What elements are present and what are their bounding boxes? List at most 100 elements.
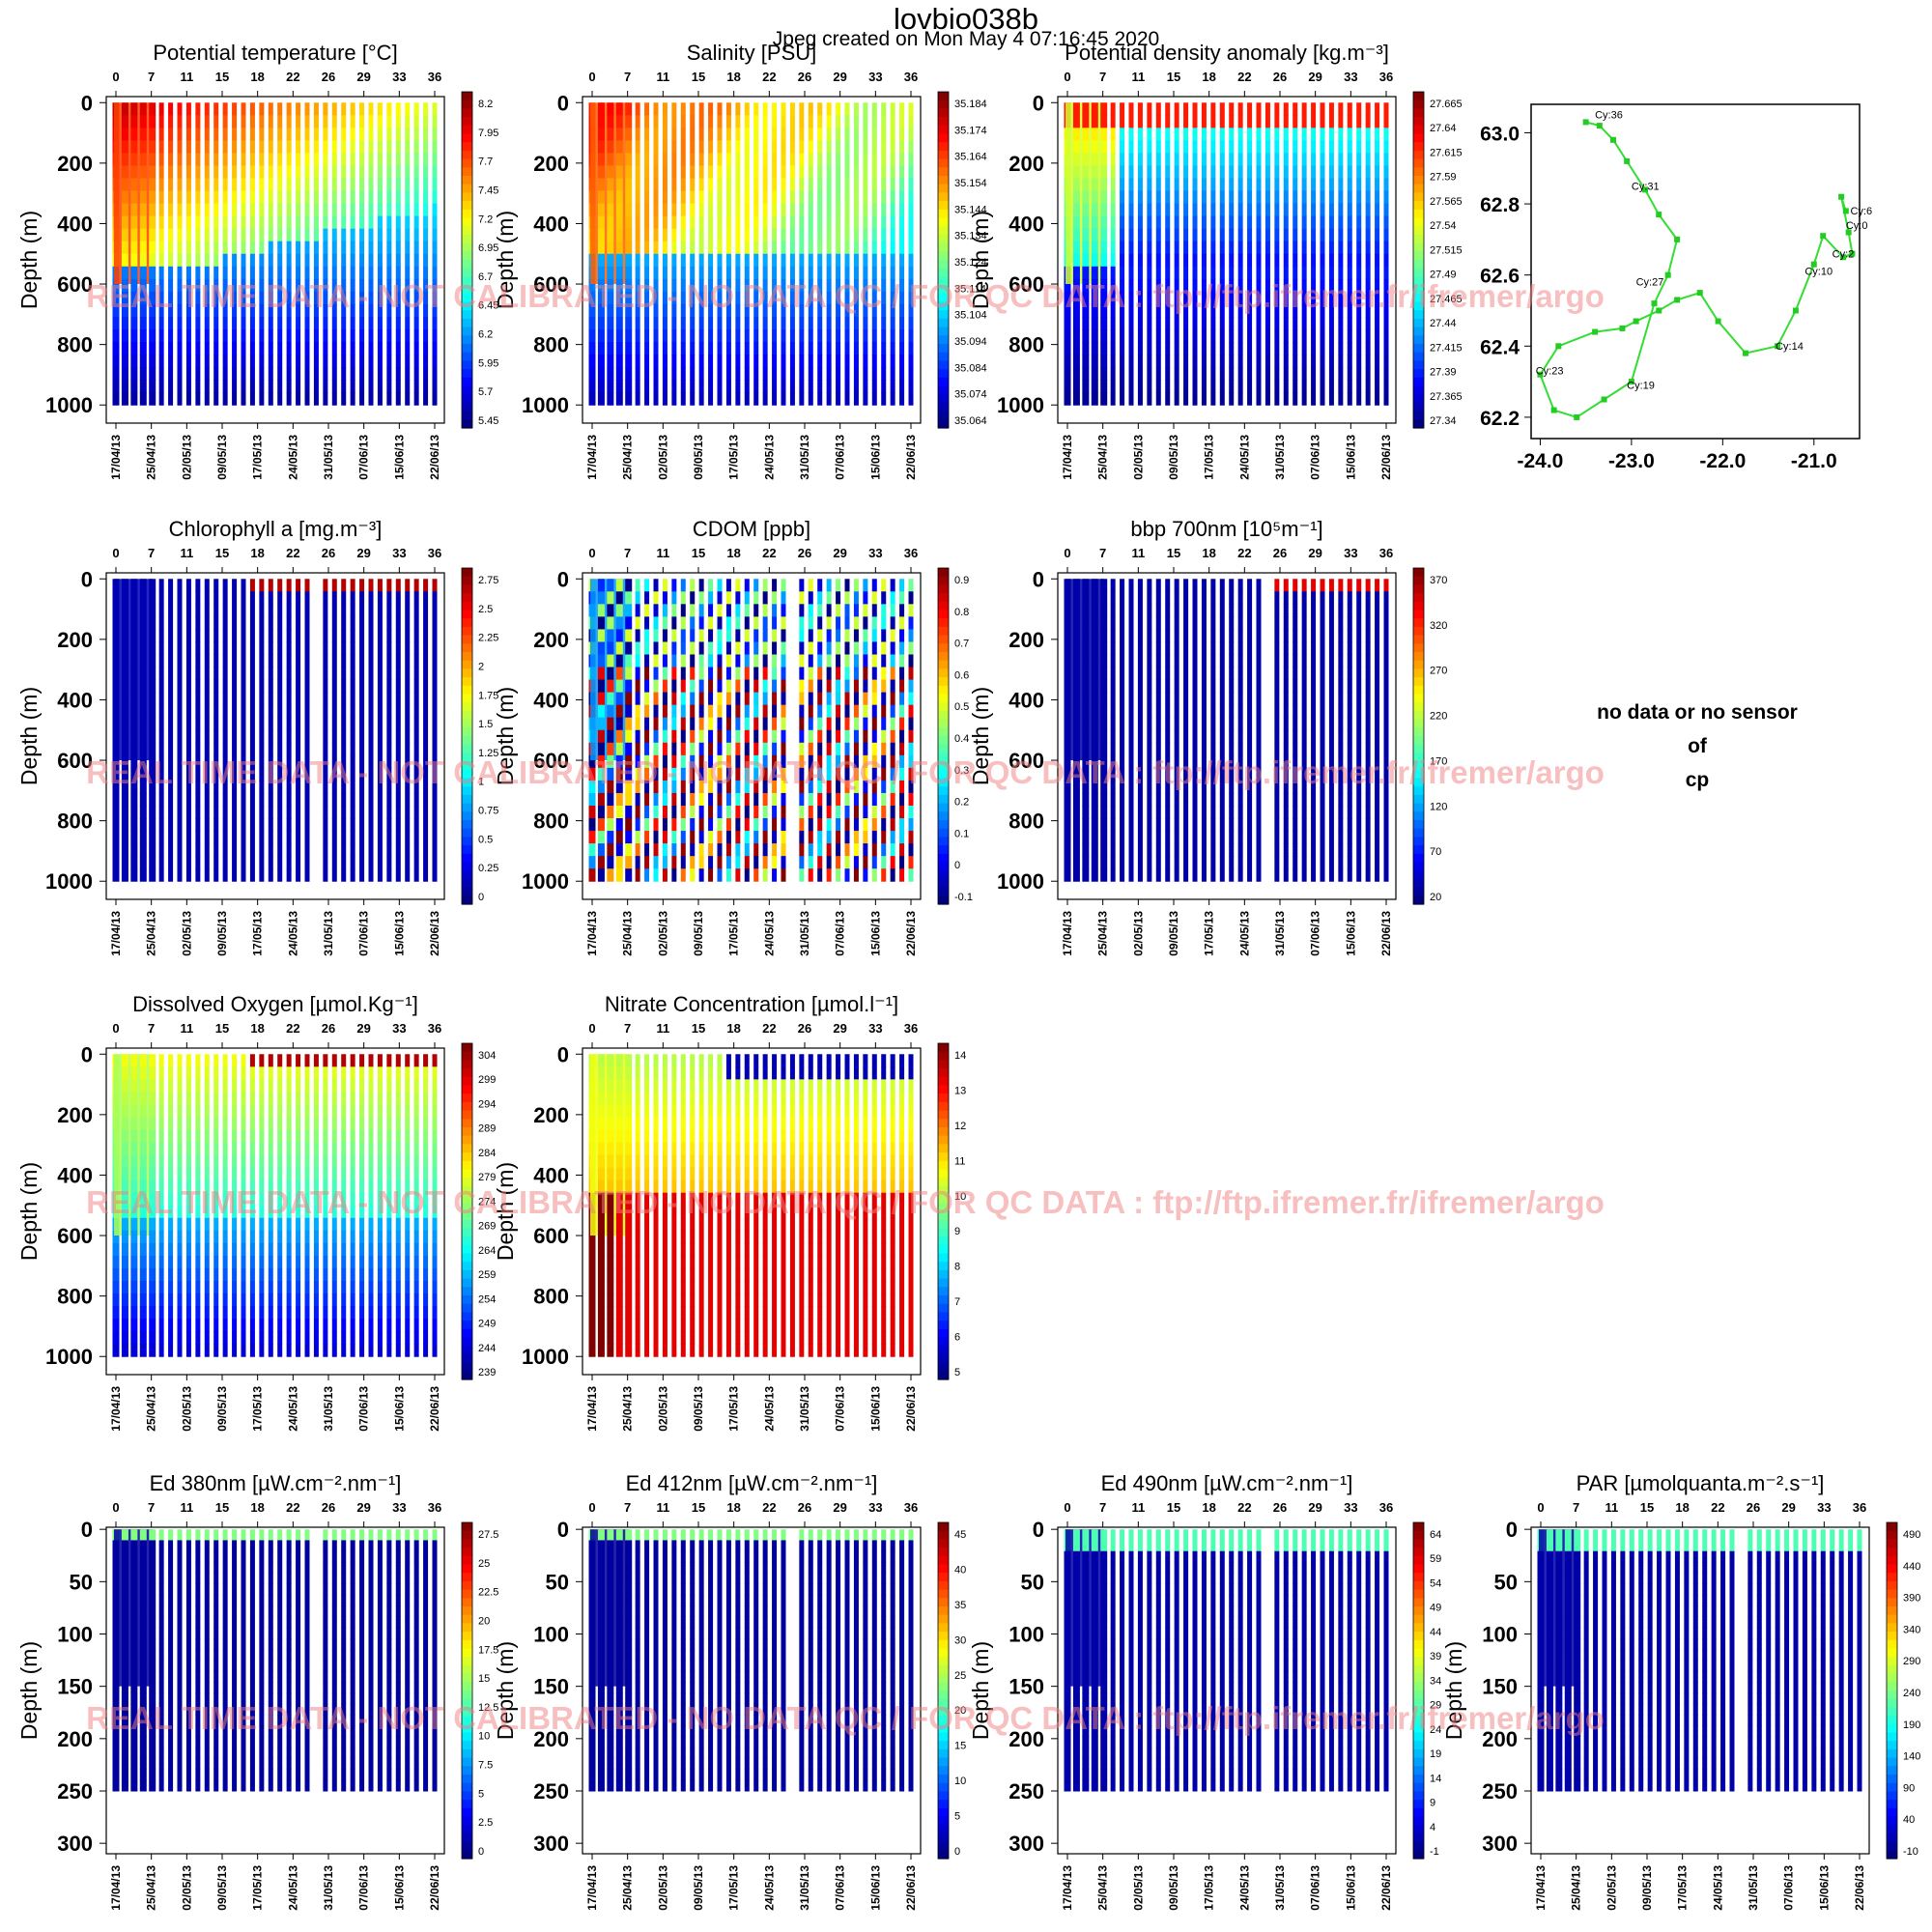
profile-cell xyxy=(1128,253,1134,268)
cycle-label: Cy:10 xyxy=(1804,267,1833,278)
colorbar-cell xyxy=(462,761,472,771)
profile-cell xyxy=(241,692,246,706)
profile-cell xyxy=(232,792,238,807)
profile-cell xyxy=(863,754,868,769)
colorbar-cell xyxy=(938,736,949,746)
top-tick-label: 7 xyxy=(624,70,631,84)
profile-cell xyxy=(213,868,219,882)
profile-cell xyxy=(423,805,429,819)
top-tick-label: 15 xyxy=(215,70,229,84)
profile-cell xyxy=(121,278,128,293)
profile-cell xyxy=(286,115,292,128)
profile-cell xyxy=(808,591,813,605)
date-tick-label: 07/06/13 xyxy=(834,435,847,480)
profile-cell xyxy=(899,868,905,882)
profile-cell xyxy=(1383,153,1389,166)
profile-cell xyxy=(1210,253,1216,268)
profile-cell xyxy=(222,667,228,681)
profile-cell xyxy=(762,241,768,255)
date-tick-label: 22/06/13 xyxy=(904,435,918,480)
profile-cell xyxy=(158,843,164,857)
profile-cell xyxy=(890,742,895,756)
profile-cell xyxy=(359,616,365,630)
profile-cell xyxy=(1183,303,1189,318)
profile-cell xyxy=(395,153,401,166)
profile-cell xyxy=(222,140,228,154)
profile-cell xyxy=(844,780,850,794)
profile-cell xyxy=(185,604,191,617)
top-tick-label: 22 xyxy=(762,70,776,84)
profile-cell xyxy=(871,215,877,230)
profile-cell xyxy=(735,868,741,882)
profile-cell xyxy=(808,604,813,617)
profile-cell xyxy=(286,856,292,869)
profile-cell xyxy=(222,303,228,318)
profile-cell xyxy=(331,165,337,179)
profile-cell xyxy=(772,704,778,719)
profile-cell xyxy=(899,729,905,744)
profile-cell xyxy=(1082,303,1090,318)
colorbar-cell xyxy=(462,217,472,227)
profile-cell xyxy=(653,102,659,116)
profile-cell xyxy=(222,128,228,141)
colorbar-cell xyxy=(938,568,949,578)
profile-cell xyxy=(690,153,696,166)
profile-cell xyxy=(277,843,283,857)
profile-cell xyxy=(635,868,640,882)
profile-cell xyxy=(168,856,174,869)
profile-cell xyxy=(653,367,659,381)
profile-cell xyxy=(268,153,273,166)
profile-cell xyxy=(359,767,365,781)
profile-cell xyxy=(268,102,273,116)
profile-cell xyxy=(1120,165,1125,179)
profile-cell xyxy=(1137,190,1143,205)
profile-cell xyxy=(177,667,183,681)
profile-cell xyxy=(662,190,668,205)
profile-cell xyxy=(204,692,210,706)
profile-cell xyxy=(597,128,605,141)
profile-cell xyxy=(744,579,750,592)
profile-cell xyxy=(395,704,401,719)
profile-cell xyxy=(185,780,191,794)
colorbar-cell xyxy=(462,411,472,420)
y-axis-label: Depth (m) xyxy=(968,687,993,785)
profile-cell xyxy=(268,355,273,368)
profile-cell xyxy=(268,266,273,280)
profile-cell xyxy=(323,754,328,769)
map-ytick-label: 62.4 xyxy=(1480,336,1520,358)
profile-cell xyxy=(432,717,438,731)
profile-cell xyxy=(908,140,914,154)
profile-cell xyxy=(405,328,411,343)
profile-cell xyxy=(177,856,183,869)
profile-cell xyxy=(772,102,778,116)
profile-cell xyxy=(296,641,301,655)
profile-cell xyxy=(725,303,731,318)
profile-cell xyxy=(717,591,723,605)
profile-cell xyxy=(671,780,677,794)
profile-cell xyxy=(597,215,605,230)
profile-cell xyxy=(1237,392,1243,406)
profile-cell xyxy=(799,316,805,330)
profile-cell xyxy=(836,128,841,141)
colorbar-label: 35.184 xyxy=(954,99,987,110)
colorbar-cell xyxy=(462,344,472,354)
profile-cell xyxy=(890,153,895,166)
colorbar-cell xyxy=(938,803,949,812)
profile-cell xyxy=(1120,153,1125,166)
profile-cell xyxy=(725,780,731,794)
profile-cell xyxy=(881,604,887,617)
profile-cell xyxy=(304,367,310,381)
colorbar-cell xyxy=(462,234,472,244)
colorbar-cell xyxy=(938,184,949,193)
profile-cell xyxy=(1375,115,1380,128)
top-tick-label: 26 xyxy=(798,70,811,84)
profile-cell xyxy=(781,742,786,756)
profile-cell xyxy=(1120,278,1125,293)
profile-cell xyxy=(1082,140,1090,154)
profile-cell xyxy=(158,792,164,807)
profile-cell xyxy=(432,342,438,355)
profile-cell xyxy=(808,818,813,832)
profile-cell xyxy=(423,616,429,630)
y-tick-label: 400 xyxy=(1009,212,1044,236)
colorbar-label: 2.25 xyxy=(478,633,498,644)
